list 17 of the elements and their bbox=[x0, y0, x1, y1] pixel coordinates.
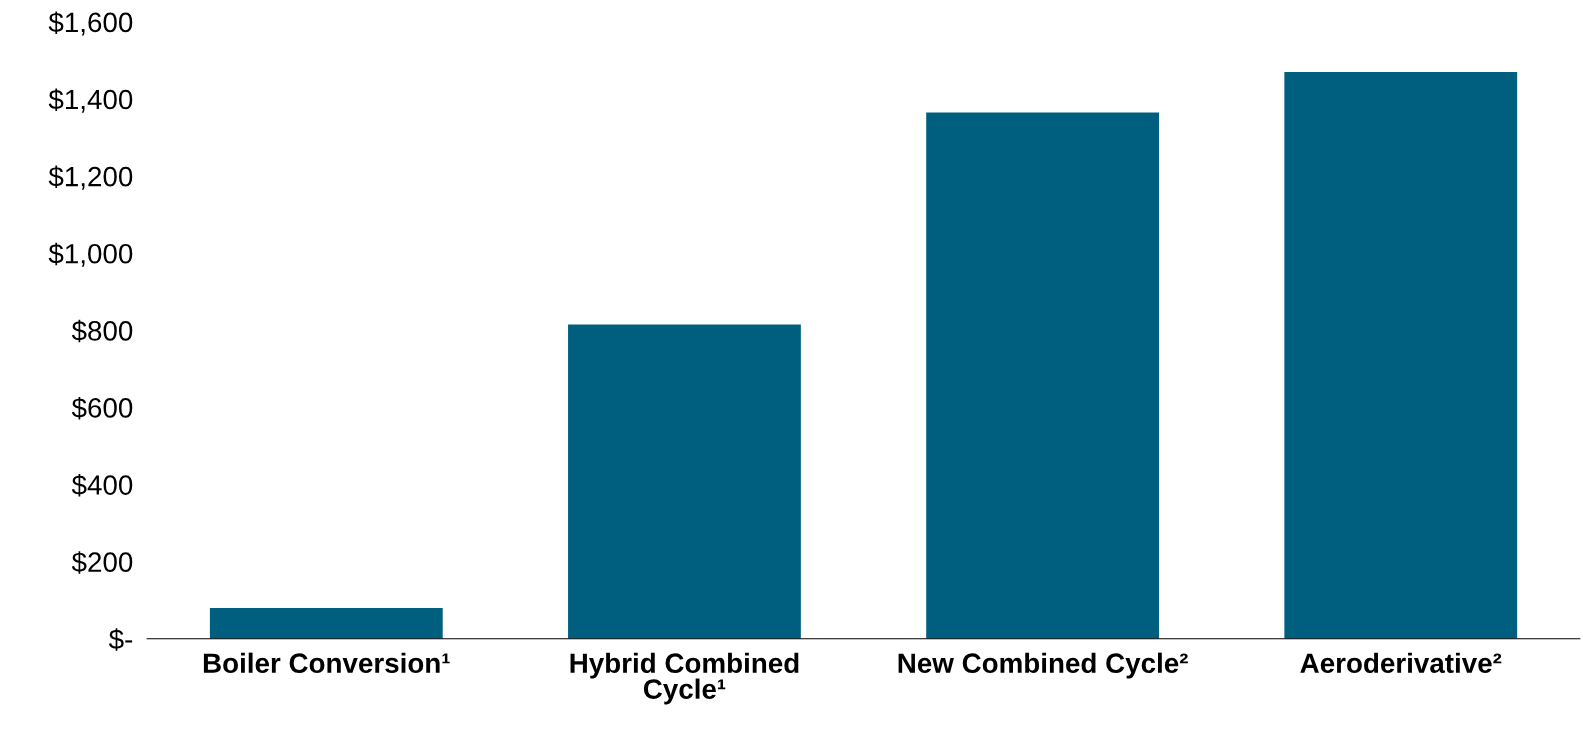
x-tick-label: Boiler Conversion¹ bbox=[203, 652, 450, 674]
bar bbox=[568, 324, 801, 639]
y-tick-label: $800 bbox=[71, 319, 133, 343]
y-tick-label: $400 bbox=[71, 474, 133, 497]
bar bbox=[926, 112, 1159, 639]
bar bbox=[1284, 72, 1518, 639]
y-tick-label: $- bbox=[108, 628, 133, 651]
bar bbox=[209, 607, 443, 639]
y-tick-label: $1,200 bbox=[48, 165, 133, 190]
y-tick-label: $1,000 bbox=[48, 242, 133, 267]
y-tick-label: $1,400 bbox=[48, 88, 133, 113]
y-tick-label: $600 bbox=[71, 396, 133, 420]
y-tick-label: $200 bbox=[71, 551, 133, 574]
x-tick-label: New Combined Cycle² bbox=[898, 652, 1188, 679]
x-tick-label: Aeroderivative² bbox=[1300, 652, 1502, 674]
y-tick-label: $1,600 bbox=[48, 11, 133, 36]
x-tick-label: Hybrid Combined Cycle¹ bbox=[570, 652, 799, 705]
